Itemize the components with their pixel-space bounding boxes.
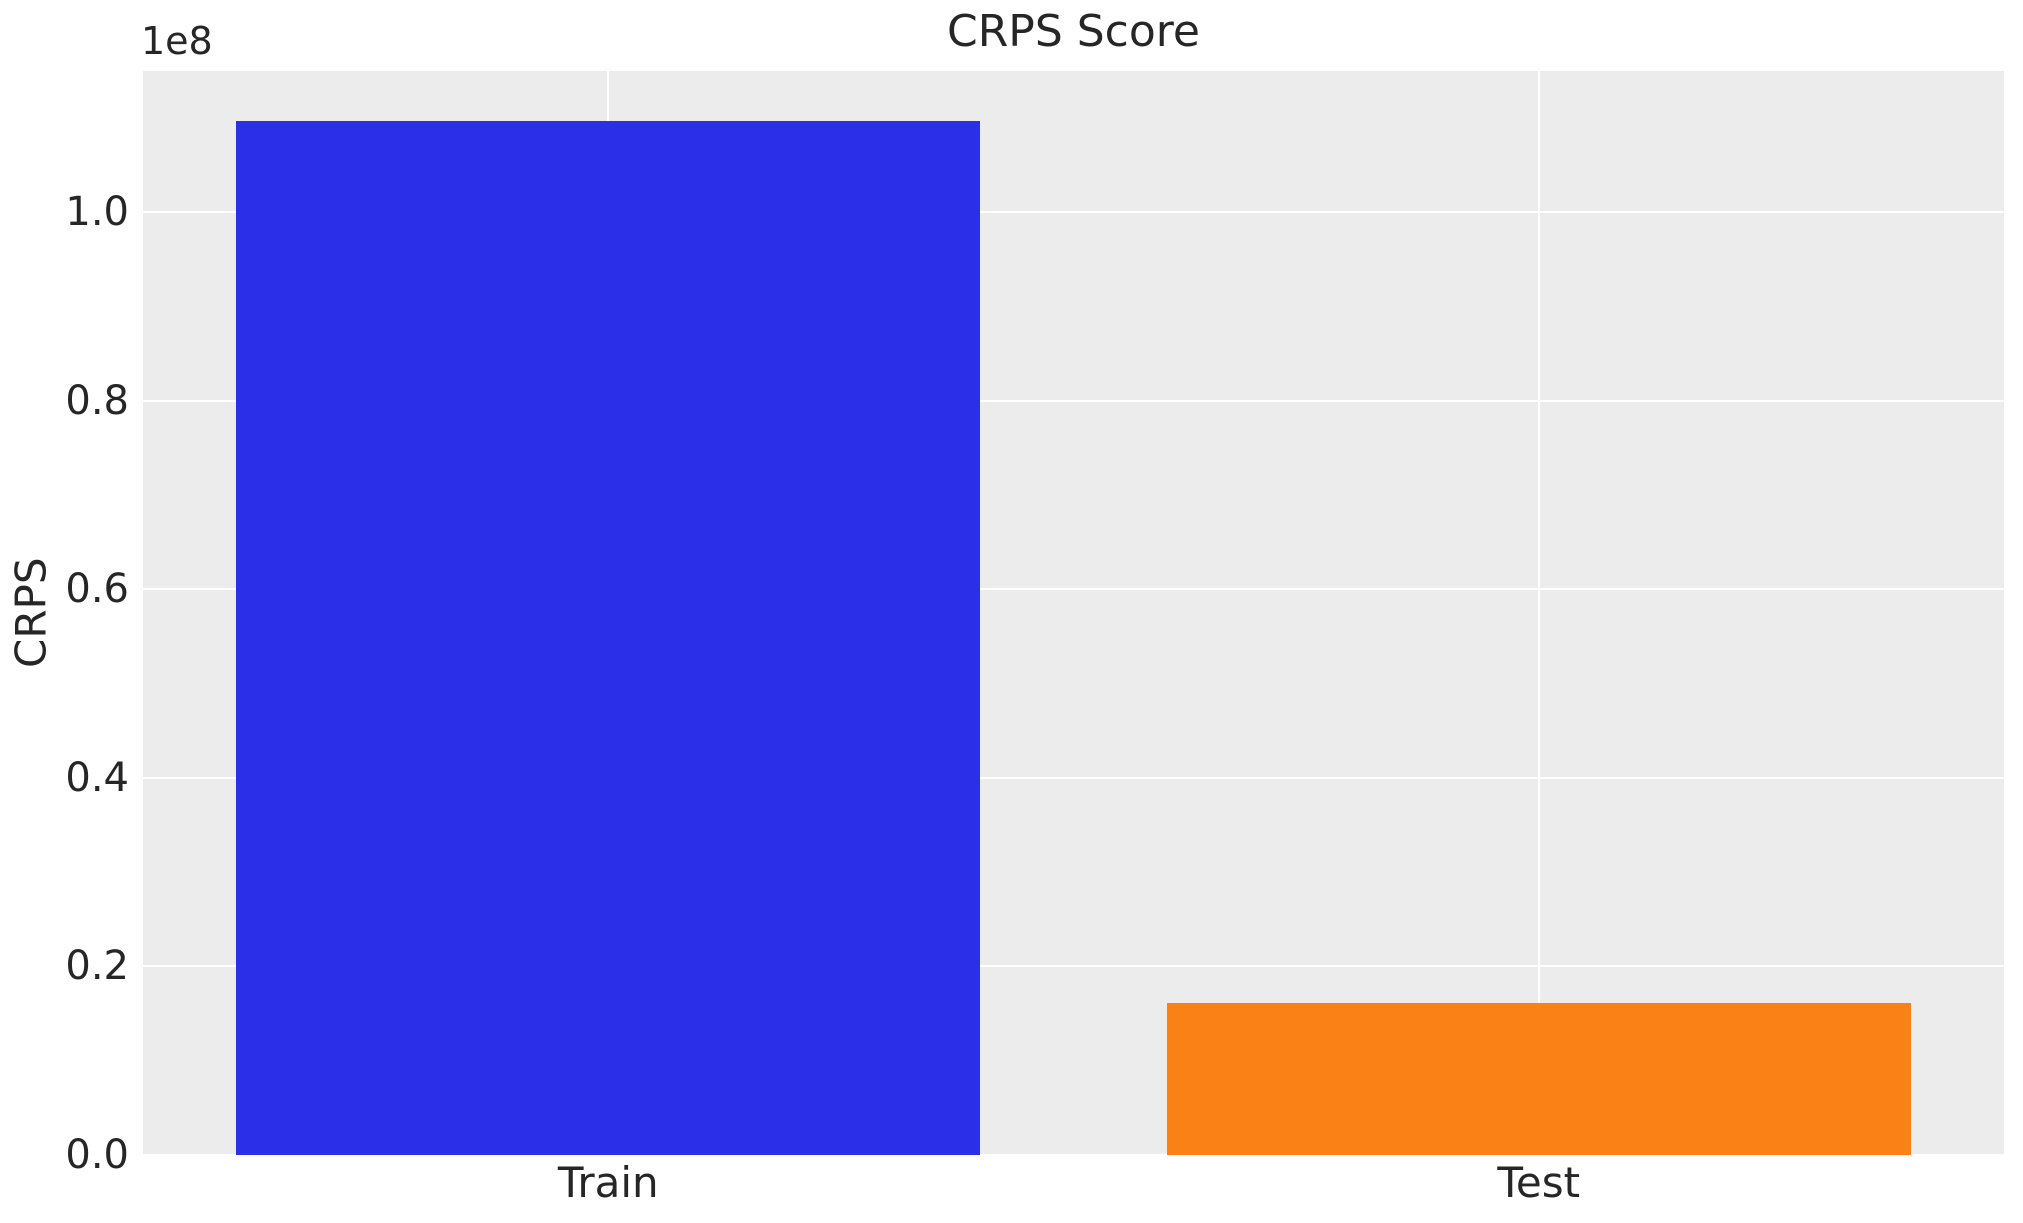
gridline-horizontal xyxy=(143,1154,2004,1156)
y-tick-label: 0.8 xyxy=(65,377,129,424)
y-tick-label: 0.2 xyxy=(65,943,129,990)
gridline-horizontal xyxy=(143,399,2004,402)
gridline-horizontal xyxy=(143,588,2004,591)
gridline-vertical xyxy=(1537,71,1540,1155)
plot-area xyxy=(143,71,2004,1156)
chart-title: CRPS Score xyxy=(947,6,1200,57)
y-axis-offset-label: 1e8 xyxy=(141,19,213,63)
gridline-horizontal xyxy=(143,211,2004,214)
y-tick-label: 0.0 xyxy=(65,1132,129,1178)
x-axis-tick-labels: Train Test xyxy=(143,1158,2004,1220)
gridline-horizontal xyxy=(143,776,2004,779)
y-tick-label: 1.0 xyxy=(65,189,129,236)
x-tick-label: Train xyxy=(557,1158,659,1207)
y-axis-tick-labels: 0.0 0.2 0.4 0.6 0.8 1.0 xyxy=(0,71,129,1177)
bar-test xyxy=(1166,1003,1911,1155)
x-tick-label: Test xyxy=(1497,1158,1581,1207)
y-tick-label: 0.6 xyxy=(65,566,129,613)
y-tick-label: 0.4 xyxy=(65,754,129,801)
bar-train xyxy=(236,120,981,1155)
gridline-horizontal xyxy=(143,965,2004,968)
